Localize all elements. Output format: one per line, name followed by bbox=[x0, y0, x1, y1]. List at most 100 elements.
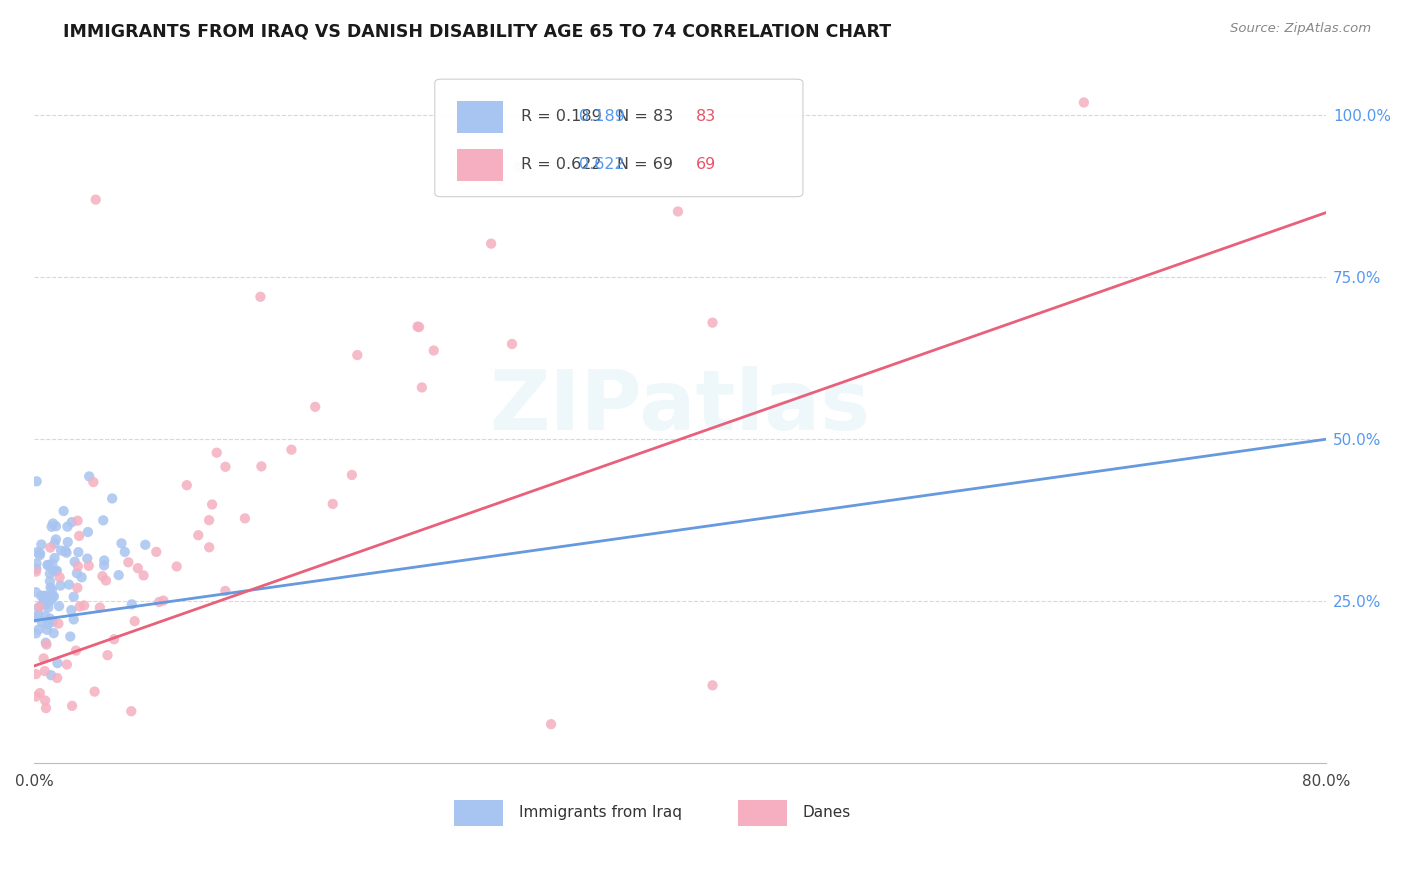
Point bbox=[39, 581, 62, 595]
Point bbox=[66, 566, 89, 581]
Point bbox=[176, 478, 198, 492]
Point bbox=[30, 537, 52, 551]
Text: ZIPatlas: ZIPatlas bbox=[489, 367, 870, 448]
Point bbox=[340, 467, 363, 482]
Point bbox=[25, 626, 48, 640]
Point bbox=[187, 528, 209, 542]
Point bbox=[27, 600, 49, 615]
Point bbox=[25, 562, 48, 576]
Point bbox=[56, 519, 79, 533]
Point bbox=[166, 559, 188, 574]
Point bbox=[42, 564, 65, 578]
Point bbox=[42, 590, 65, 604]
Point bbox=[198, 541, 221, 555]
Point bbox=[30, 547, 52, 561]
Point bbox=[406, 319, 429, 334]
Text: 69: 69 bbox=[696, 157, 716, 172]
Point bbox=[39, 594, 62, 608]
Point bbox=[501, 337, 523, 351]
Point bbox=[120, 704, 142, 718]
Point bbox=[702, 316, 724, 330]
Text: Immigrants from Iraq: Immigrants from Iraq bbox=[519, 805, 682, 821]
Point bbox=[32, 594, 55, 608]
Text: 83: 83 bbox=[696, 110, 716, 124]
Point bbox=[44, 551, 66, 566]
Point bbox=[94, 574, 117, 588]
Point bbox=[34, 589, 56, 603]
Point bbox=[66, 581, 89, 595]
Point bbox=[27, 623, 49, 637]
Point bbox=[65, 643, 87, 657]
Point bbox=[31, 598, 53, 612]
FancyBboxPatch shape bbox=[454, 800, 503, 826]
Point bbox=[1073, 95, 1095, 110]
Point bbox=[77, 558, 100, 573]
Point bbox=[37, 558, 59, 572]
Point bbox=[39, 611, 62, 625]
Point bbox=[41, 591, 63, 606]
Point bbox=[214, 583, 236, 598]
Point bbox=[34, 593, 56, 607]
Text: 0.189: 0.189 bbox=[579, 110, 626, 124]
Point bbox=[31, 615, 53, 629]
Point bbox=[37, 617, 59, 632]
Point bbox=[39, 574, 62, 589]
Point bbox=[35, 701, 58, 715]
Point bbox=[32, 589, 55, 603]
Point bbox=[25, 585, 48, 599]
Point bbox=[198, 513, 221, 527]
FancyBboxPatch shape bbox=[457, 101, 503, 133]
Text: 0.622: 0.622 bbox=[579, 157, 626, 172]
Point bbox=[91, 513, 114, 527]
Point bbox=[59, 630, 82, 644]
Text: Source: ZipAtlas.com: Source: ZipAtlas.com bbox=[1230, 22, 1371, 36]
Point bbox=[250, 459, 273, 474]
Point bbox=[45, 533, 67, 547]
Point bbox=[41, 582, 63, 597]
Point bbox=[508, 160, 530, 174]
Point bbox=[63, 555, 86, 569]
Point bbox=[48, 570, 70, 584]
Point bbox=[304, 400, 326, 414]
Point bbox=[117, 555, 139, 569]
Point bbox=[56, 535, 79, 549]
Point bbox=[132, 568, 155, 582]
Point bbox=[124, 614, 146, 628]
Point bbox=[46, 671, 69, 685]
Point bbox=[60, 603, 83, 617]
Point bbox=[121, 598, 143, 612]
Point bbox=[42, 626, 65, 640]
Point bbox=[35, 636, 58, 650]
Point bbox=[48, 616, 70, 631]
Point bbox=[25, 610, 48, 624]
Point bbox=[37, 558, 59, 572]
Point bbox=[214, 459, 236, 474]
Point bbox=[55, 546, 77, 560]
Point bbox=[148, 595, 170, 609]
Point bbox=[32, 651, 55, 665]
Point bbox=[30, 589, 52, 603]
Point bbox=[45, 565, 67, 579]
Point bbox=[249, 290, 271, 304]
Point bbox=[233, 511, 256, 525]
Point bbox=[41, 589, 63, 603]
Point bbox=[32, 595, 55, 609]
Point bbox=[205, 445, 228, 459]
Point bbox=[84, 193, 107, 207]
Point bbox=[77, 524, 100, 539]
Point bbox=[66, 514, 89, 528]
Point bbox=[41, 557, 63, 571]
Point bbox=[34, 664, 56, 678]
Text: Danes: Danes bbox=[803, 805, 851, 821]
Point bbox=[35, 597, 58, 611]
Point bbox=[45, 519, 67, 533]
Point bbox=[702, 678, 724, 692]
Point bbox=[89, 600, 111, 615]
Point bbox=[152, 593, 174, 607]
Text: R = 0.622   N = 69: R = 0.622 N = 69 bbox=[522, 157, 673, 172]
Point bbox=[76, 551, 98, 566]
Point bbox=[25, 557, 48, 571]
Point bbox=[25, 475, 48, 489]
Point bbox=[27, 607, 49, 622]
Point bbox=[60, 698, 83, 713]
